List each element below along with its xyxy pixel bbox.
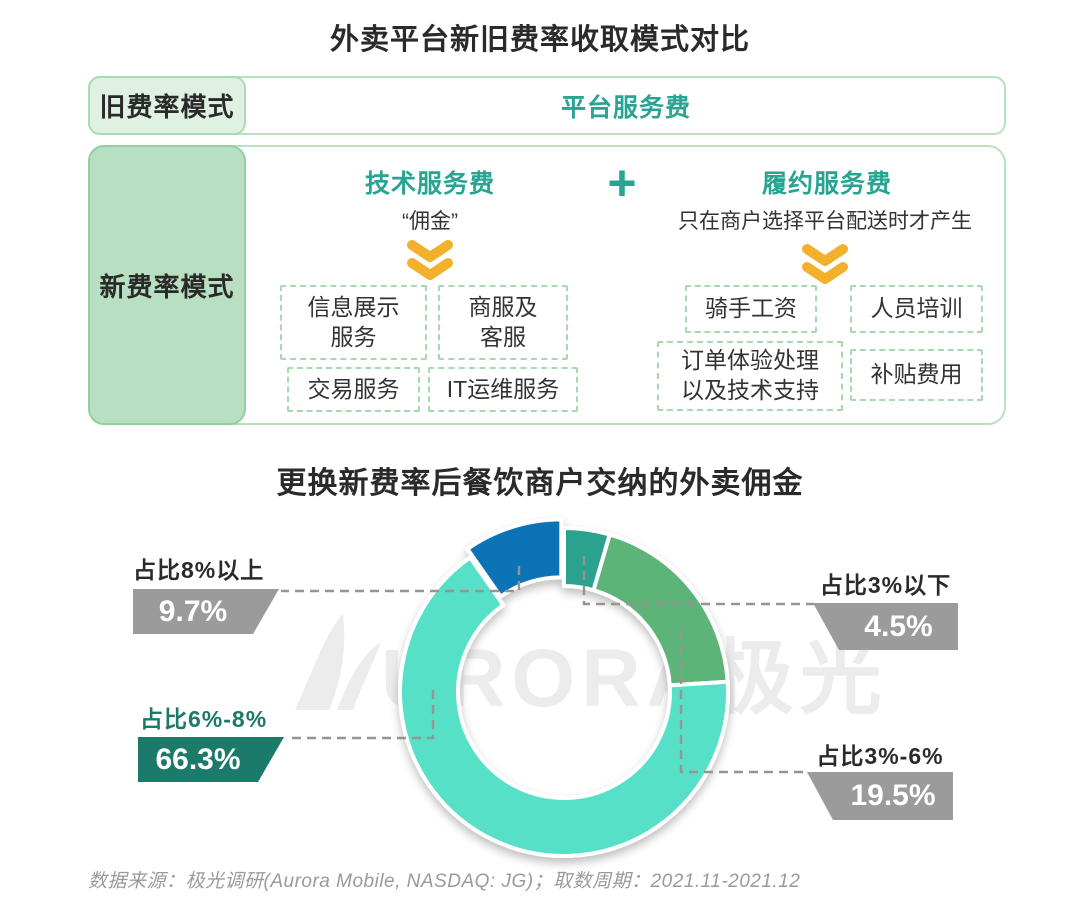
fulfillment-service-title: 履约服务费: [761, 170, 892, 198]
callout-leader-line: [281, 566, 521, 593]
fulfillment-item-order-support: 订单体验处理 以及技术支持: [657, 341, 843, 411]
tech-item-it-ops: IT运维服务: [428, 367, 578, 412]
donut-segment: [562, 525, 613, 593]
fulfillment-item-subsidy: 补贴费用: [850, 349, 983, 401]
tech-service-title: 技术服务费: [364, 170, 495, 198]
tech-item-info-display: 信息展示 服务: [280, 285, 427, 360]
page-title: 外卖平台新旧费率收取模式对比: [329, 24, 750, 56]
double-chevron-down-icon: [802, 244, 848, 284]
callout-value-below-3pct: 4.5%: [813, 603, 958, 650]
callout-label-above-8pct: 占比8%以上: [133, 557, 265, 583]
donut-segment: [464, 517, 564, 600]
old-model-row-label: 旧费率模式: [88, 76, 246, 135]
callout-label-below-3pct: 占比3%以下: [819, 572, 952, 598]
tech-item-merchant-support: 商服及 客服: [438, 285, 568, 360]
watermark-text: URORA极光: [381, 632, 888, 724]
callout-value-6-8pct: 66.3%: [138, 737, 284, 782]
double-chevron-down-icon: [407, 240, 453, 280]
callout-value-3-6pct: 19.5%: [807, 772, 953, 820]
fulfillment-item-rider-wages: 骑手工资: [685, 285, 817, 333]
tech-service-subtitle: “佣金”: [402, 210, 458, 233]
data-source-note: 数据来源：极光调研(Aurora Mobile, NASDAQ: JG)；取数周…: [88, 871, 801, 892]
callout-value-above-8pct: 9.7%: [133, 589, 279, 634]
fulfillment-service-subtitle: 只在商户选择平台配送时才产生: [678, 210, 972, 233]
fulfillment-item-staff-training: 人员培训: [850, 285, 983, 333]
callout-label-6-8pct: 占比6%-8%: [140, 706, 268, 732]
tech-item-transaction: 交易服务: [287, 367, 420, 412]
callout-leader-line: [582, 556, 814, 606]
aurora-logo-icon: [295, 614, 381, 710]
old-model-content: 平台服务费: [560, 93, 691, 122]
new-model-row-label: 新费率模式: [88, 145, 246, 425]
chart-title: 更换新费率后餐饮商户交纳的外卖佣金: [276, 467, 804, 500]
callout-label-3-6pct: 占比3%-6%: [816, 743, 944, 769]
plus-icon: +: [607, 155, 637, 211]
watermark: URORA极光: [293, 612, 888, 724]
